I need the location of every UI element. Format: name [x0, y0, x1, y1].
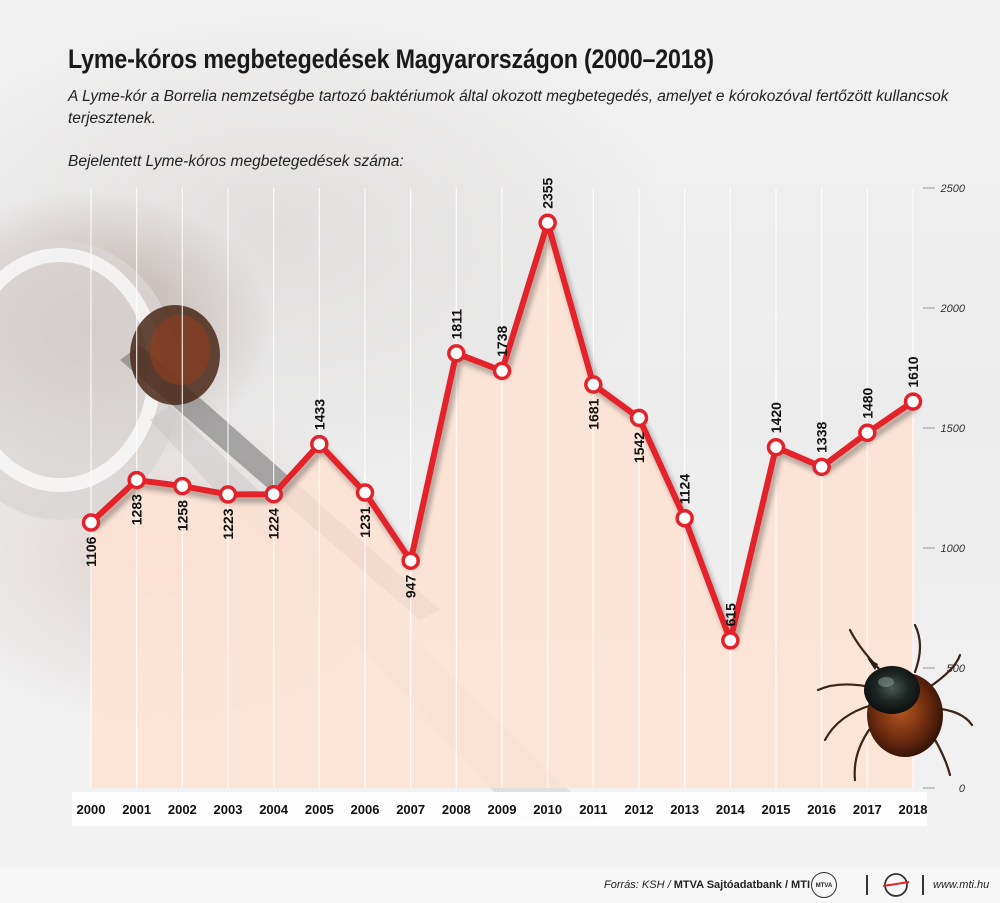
- data-point: [173, 476, 192, 496]
- data-label: 1231: [357, 506, 373, 537]
- x-axis: 2000 2001 2002 2003 2004 2005 2006 2007 2008 2009…: [72, 792, 927, 826]
- data-label: 1338: [814, 422, 830, 453]
- data-point: [858, 423, 877, 443]
- data-point: [492, 361, 512, 381]
- tick-illustration: [816, 623, 974, 782]
- website-url: www.mti.hu: [933, 879, 990, 891]
- data-point: [584, 375, 603, 394]
- y-tick-label: 2500: [940, 183, 966, 195]
- source-prefix: Forrás: KSH /: [604, 879, 674, 891]
- line-chart: 0 500 1000 1500 2000 2500 1106 1283 1258 1223 1224…: [0, 177, 974, 826]
- footer-divider: [922, 875, 924, 895]
- x-tick-label: 2000: [77, 802, 106, 817]
- x-tick-label: 2018: [899, 802, 928, 817]
- data-label: 1223: [220, 508, 236, 539]
- data-label: 947: [403, 575, 419, 599]
- x-tick-label: 2014: [716, 802, 746, 817]
- x-tick-label: 2007: [396, 802, 425, 817]
- data-label: 1258: [174, 500, 190, 531]
- chart-title: Lyme-kóros megbetegedések Magyarországon…: [68, 44, 714, 74]
- x-tick-label: 2010: [533, 802, 562, 817]
- chart-subtitle: A Lyme-kór a Borrelia nemzetségbe tartoz…: [68, 88, 949, 127]
- footer-divider: [866, 875, 868, 895]
- data-point: [355, 483, 375, 502]
- x-tick-label: 2013: [670, 802, 699, 817]
- data-point: [447, 344, 466, 363]
- y-tick-label: 1500: [941, 423, 966, 435]
- series-label: Bejelentett Lyme-kóros megbetegedések sz…: [68, 153, 404, 170]
- x-tick-label: 2015: [762, 802, 791, 817]
- data-label: 1681: [585, 398, 601, 429]
- mtva-logo-icon: MTVA: [811, 872, 837, 898]
- x-tick-label: 2003: [214, 802, 243, 817]
- x-tick-label: 2004: [259, 802, 289, 817]
- data-label: 1738: [494, 326, 510, 357]
- data-label: 1433: [311, 399, 327, 430]
- x-tick-label: 2016: [807, 802, 836, 817]
- data-label: 1480: [859, 387, 875, 418]
- data-label: 1420: [768, 402, 784, 433]
- x-axis-band: [72, 792, 927, 826]
- x-tick-label: 2011: [579, 802, 607, 817]
- data-point: [629, 408, 649, 428]
- data-point: [127, 470, 146, 490]
- data-label: 1542: [631, 432, 647, 463]
- data-label: 1224: [266, 508, 282, 539]
- x-tick-label: 2017: [853, 802, 882, 817]
- source-suffix: / MTI: [781, 879, 810, 891]
- data-label: 1106: [83, 536, 99, 567]
- data-point: [401, 551, 420, 570]
- y-tick-label: 1000: [941, 543, 966, 555]
- data-label: 1610: [905, 356, 921, 387]
- data-point: [766, 437, 786, 457]
- data-point: [538, 213, 557, 233]
- source-text: Forrás: KSH / MTVA Sajtóadatbank / MTI: [604, 879, 810, 891]
- x-tick-label: 2008: [442, 802, 471, 817]
- y-tick-label: 0: [959, 783, 966, 795]
- x-tick-label: 2002: [168, 802, 197, 817]
- y-tick-label: 2000: [940, 303, 966, 315]
- data-point: [812, 457, 831, 477]
- data-point: [310, 434, 329, 454]
- data-label: 2355: [540, 177, 556, 208]
- data-point: [721, 631, 740, 650]
- data-points: 1106 1283 1258 1223 1224 1433 1231 947 1811 1738 2…: [81, 177, 923, 650]
- x-tick-label: 2012: [625, 802, 654, 817]
- mti-logo-icon: [882, 873, 910, 897]
- x-tick-label: 2006: [351, 802, 380, 817]
- data-point: [903, 392, 923, 411]
- x-tick-label: 2001: [122, 802, 151, 817]
- x-tick-label: 2005: [305, 802, 334, 817]
- data-label: 1811: [448, 309, 464, 340]
- y-axis: 0 500 1000 1500 2000 2500: [923, 183, 966, 795]
- data-point: [218, 485, 238, 504]
- source-brand: MTVA Sajtóadatbank: [673, 879, 782, 891]
- footer: Forrás: KSH / MTVA Sajtóadatbank / MTI M…: [0, 868, 1000, 903]
- data-label: 1283: [129, 494, 145, 525]
- data-point: [675, 508, 694, 528]
- data-point: [81, 513, 101, 532]
- data-label: 1124: [677, 474, 693, 505]
- y-tick-label: 500: [947, 663, 966, 675]
- x-tick-label: 2009: [488, 802, 517, 817]
- data-point: [264, 484, 283, 504]
- data-label: 615: [722, 603, 738, 627]
